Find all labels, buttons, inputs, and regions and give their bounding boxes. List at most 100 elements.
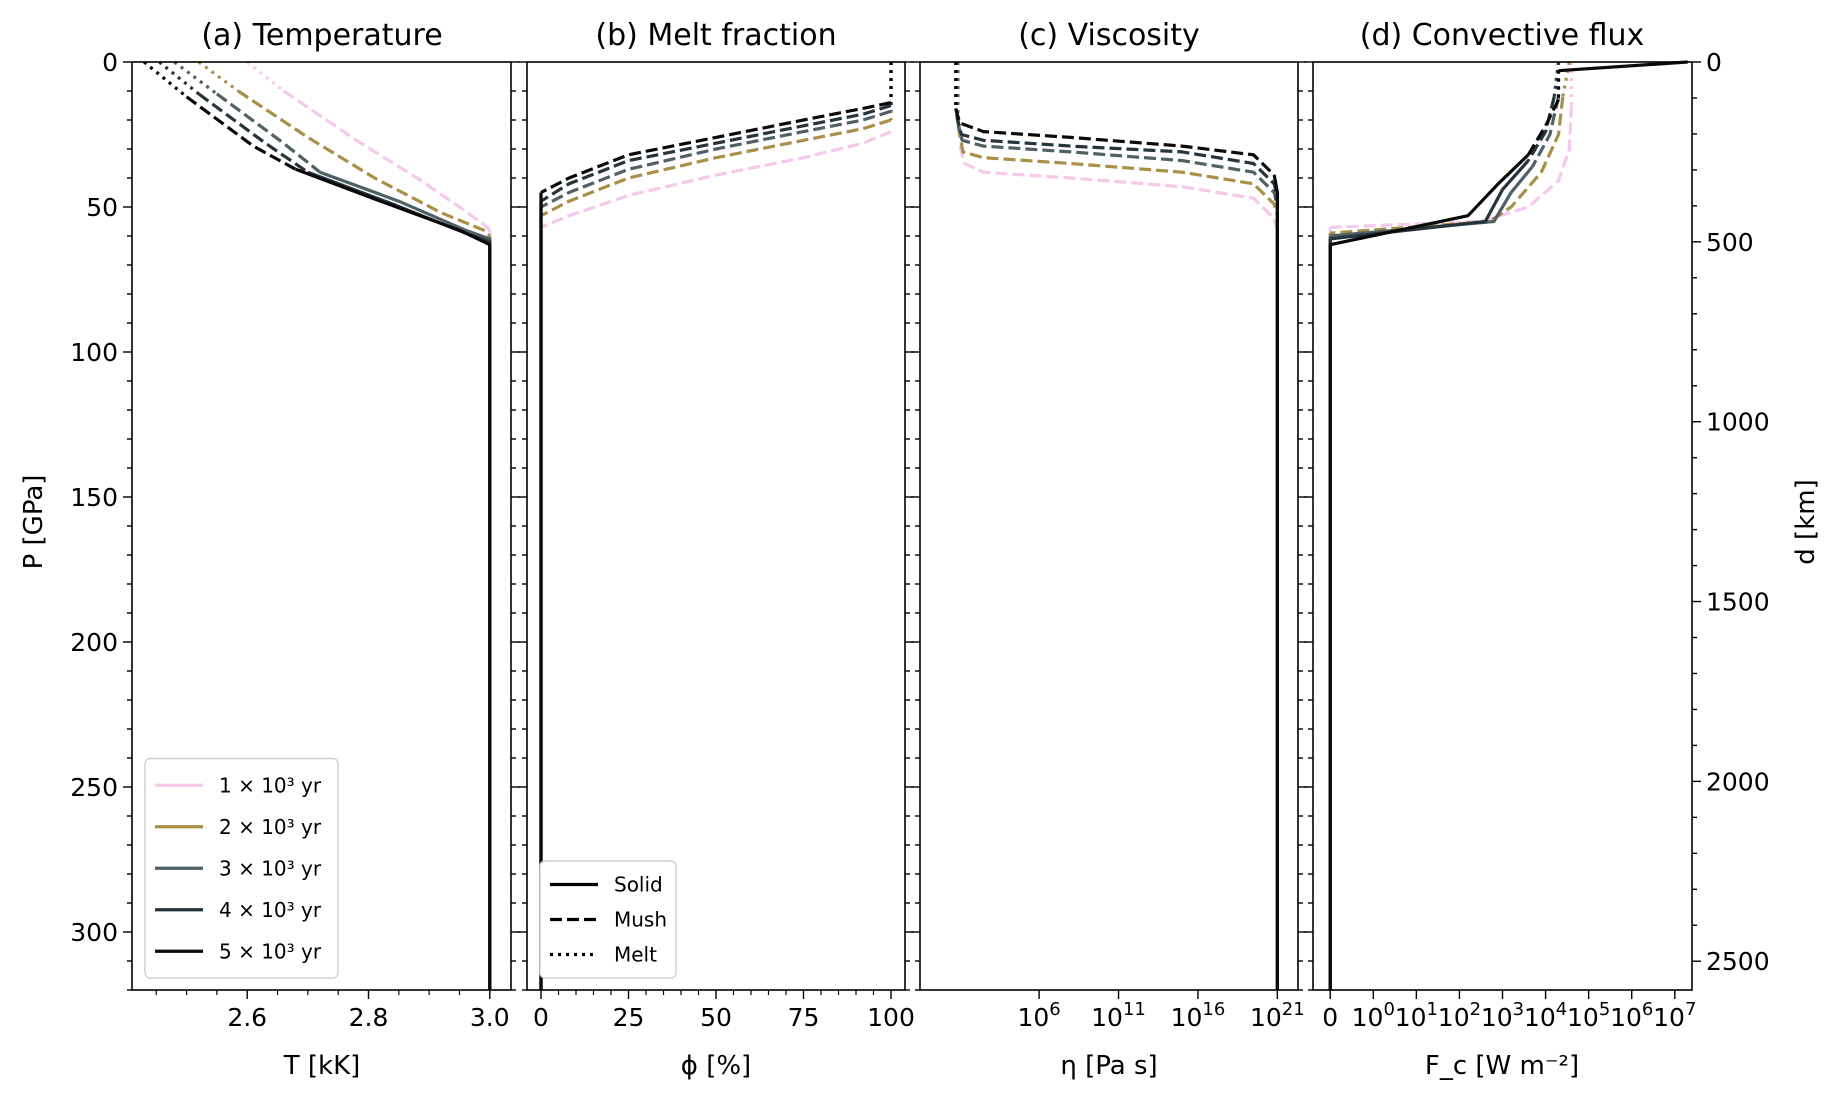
series-line — [1328, 153, 1530, 990]
series-line — [1330, 159, 1530, 241]
plot-frame — [526, 61, 906, 991]
series-line — [185, 95, 297, 171]
series — [955, 62, 1279, 990]
series-line — [1526, 98, 1560, 156]
x-tick-label: 103 — [1481, 999, 1524, 1032]
x-tick-label: 3.0 — [470, 1003, 510, 1032]
series-line — [197, 60, 240, 93]
series-line — [955, 119, 1279, 208]
series — [539, 62, 893, 990]
x-tick-label: 102 — [1438, 999, 1481, 1032]
series-line — [1552, 61, 1561, 97]
convective-flux-panel: (d) Convective flux F_c [W m⁻²] d [km] 0… — [1304, 18, 1821, 1081]
series-line — [1272, 174, 1279, 990]
series — [539, 62, 893, 990]
series-line — [540, 109, 892, 209]
legend-label: 4 × 10³ yr — [219, 898, 322, 922]
series — [539, 62, 893, 990]
y2-tick-label: 1500 — [1706, 588, 1770, 617]
x-tick-label: 100 — [867, 1003, 915, 1032]
series-line — [1330, 165, 1534, 238]
y-tick-label: 250 — [70, 773, 118, 802]
x-axis-label: T [kK] — [283, 1051, 361, 1081]
temperature-panel: (a) Temperature T [kK] P [GPa] 0 50 100 150… — [19, 18, 520, 1081]
legend-box — [144, 757, 339, 979]
legend-label: Solid — [614, 873, 663, 897]
x-tick-label: 106 — [1017, 999, 1060, 1032]
series-line — [1561, 61, 1571, 98]
series — [956, 62, 1279, 990]
x-tick-label: 1016 — [1171, 999, 1226, 1032]
series-line — [143, 60, 188, 99]
panel-title: (c) Viscosity — [1018, 18, 1200, 53]
y2-tick-label: 2000 — [1706, 767, 1770, 796]
series-line — [1558, 60, 1688, 73]
y-tick-label: 0 — [102, 48, 118, 77]
x-tick-label: 25 — [613, 1003, 645, 1032]
x-tick-label: 107 — [1653, 999, 1696, 1032]
series — [1328, 60, 1688, 990]
legend-label: Melt — [614, 943, 657, 967]
series-line — [540, 101, 892, 194]
series-line — [237, 89, 491, 238]
melt-fraction-panel: (b) Melt fraction ϕ [%] 0 25 50 75 100 Solid M… — [518, 18, 915, 1081]
x-tick-label: 106 — [1610, 999, 1653, 1032]
panel-title: (b) Melt fraction — [595, 18, 836, 53]
y2-tick-label: 0 — [1706, 48, 1722, 77]
legend-label: 5 × 10³ yr — [219, 939, 322, 963]
y2-axis-label: d [km] — [1791, 479, 1821, 564]
series-line — [295, 167, 492, 990]
series-line — [954, 113, 1279, 199]
x-tick-label: 101 — [1395, 999, 1438, 1032]
series-line — [1526, 96, 1556, 162]
y-axis-label: P [GPa] — [19, 475, 49, 570]
series-line — [215, 92, 321, 174]
legend-label: 2 × 10³ yr — [219, 815, 322, 839]
panel-title: (a) Temperature — [201, 18, 442, 53]
series-line — [1531, 96, 1561, 168]
x-tick-label: 1011 — [1091, 999, 1146, 1032]
x-tick-label: 0 — [1322, 1003, 1338, 1032]
series-line — [282, 89, 491, 232]
series-line — [540, 130, 892, 229]
series-line — [954, 107, 1276, 177]
series — [1328, 62, 1573, 990]
x-axis-label: ϕ [%] — [681, 1051, 751, 1081]
series-line — [319, 170, 492, 990]
series-line — [173, 60, 218, 96]
x-tick-label: 2.6 — [227, 1003, 267, 1032]
x-tick-label: 50 — [700, 1003, 732, 1032]
legend-box — [539, 860, 677, 979]
y-tick-label: 150 — [70, 483, 118, 512]
legend-label: 3 × 10³ yr — [219, 856, 322, 880]
series — [954, 62, 1279, 990]
legend: 1 × 10³ yr 2 × 10³ yr 3 × 10³ yr 4 × 10³ yr… — [144, 757, 339, 979]
series-line — [246, 60, 285, 93]
x-axis-label: η [Pa s] — [1060, 1051, 1157, 1081]
legend-label: 1 × 10³ yr — [219, 773, 322, 797]
series-line — [958, 145, 1279, 231]
plot-frame — [919, 61, 1299, 991]
x-tick-label: 2.8 — [349, 1003, 389, 1032]
x-tick-label: 1021 — [1250, 999, 1305, 1032]
y-tick-label: 200 — [70, 628, 118, 657]
legend: Solid Mush Melt — [539, 860, 677, 979]
viscosity-panel: (c) Viscosity η [Pa s] 106 1011 1016 1021 — [911, 18, 1307, 1081]
y-tick-label: 100 — [70, 338, 118, 367]
legend-label: Mush — [614, 908, 667, 932]
y2-tick-label: 2500 — [1706, 947, 1770, 976]
series — [143, 60, 492, 990]
series-line — [158, 60, 200, 96]
series-line — [540, 103, 892, 203]
series-line — [540, 118, 892, 218]
x-tick-label: 100 — [1352, 999, 1395, 1032]
series — [539, 62, 893, 990]
series-line — [197, 92, 309, 174]
series-line — [1330, 96, 1565, 235]
y2-tick-label: 500 — [1706, 228, 1754, 257]
x-axis-label: F_c [W m⁻²] — [1425, 1051, 1579, 1081]
series-line — [956, 125, 1279, 217]
y-tick-label: 50 — [86, 193, 118, 222]
series — [1328, 61, 1561, 990]
